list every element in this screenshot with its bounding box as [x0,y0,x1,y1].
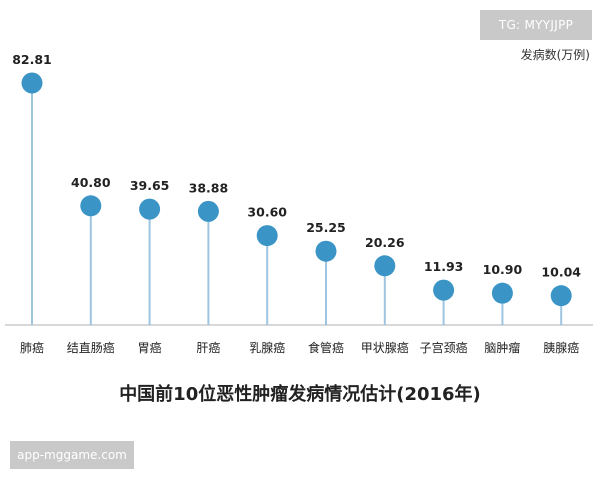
data-label: 20.26 [365,235,405,250]
data-label: 11.93 [424,259,464,274]
x-tick-label: 食管癌 [308,340,344,355]
data-point [21,72,43,94]
x-tick-label: 子宫颈癌 [420,340,468,355]
x-tick-label: 肝癌 [196,340,220,355]
x-tick-label: 胃癌 [138,340,162,355]
x-tick-label: 结直肠癌 [67,340,115,355]
x-tick-label: 乳腺癌 [249,340,285,355]
data-point [433,279,455,301]
data-label: 40.80 [71,175,111,190]
data-point [374,255,396,277]
data-point [256,225,278,247]
data-label: 25.25 [306,220,346,235]
x-tick-label: 脑肿瘤 [484,340,520,355]
x-tick-label: 胰腺癌 [543,340,579,355]
watermark-top: TG: MYYJJPP [480,10,592,40]
data-point [550,285,572,307]
data-label: 82.81 [12,52,52,67]
data-label: 10.04 [541,265,581,280]
data-point [80,195,102,217]
chart-title: 中国前10位恶性肿瘤发病情况估计(2016年) [119,384,481,405]
data-point [197,200,219,222]
data-label: 30.60 [247,205,287,220]
x-tick-label: 甲状腺癌 [361,340,409,355]
data-label: 38.88 [189,180,229,195]
data-label: 39.65 [130,178,170,193]
watermark-bottom: app-mggame.com [10,441,134,469]
data-point [491,282,513,304]
data-point [139,198,161,220]
data-point [315,240,337,262]
lollipop-chart: 82.81 肺癌 40.80 结直肠癌 39.65 胃癌 38.88 肝癌 30.60 乳腺癌 25… [5,52,593,355]
y-axis-unit-label: 发病数(万例) [520,48,590,62]
data-label: 10.90 [483,262,523,277]
x-tick-label: 肺癌 [20,340,44,355]
